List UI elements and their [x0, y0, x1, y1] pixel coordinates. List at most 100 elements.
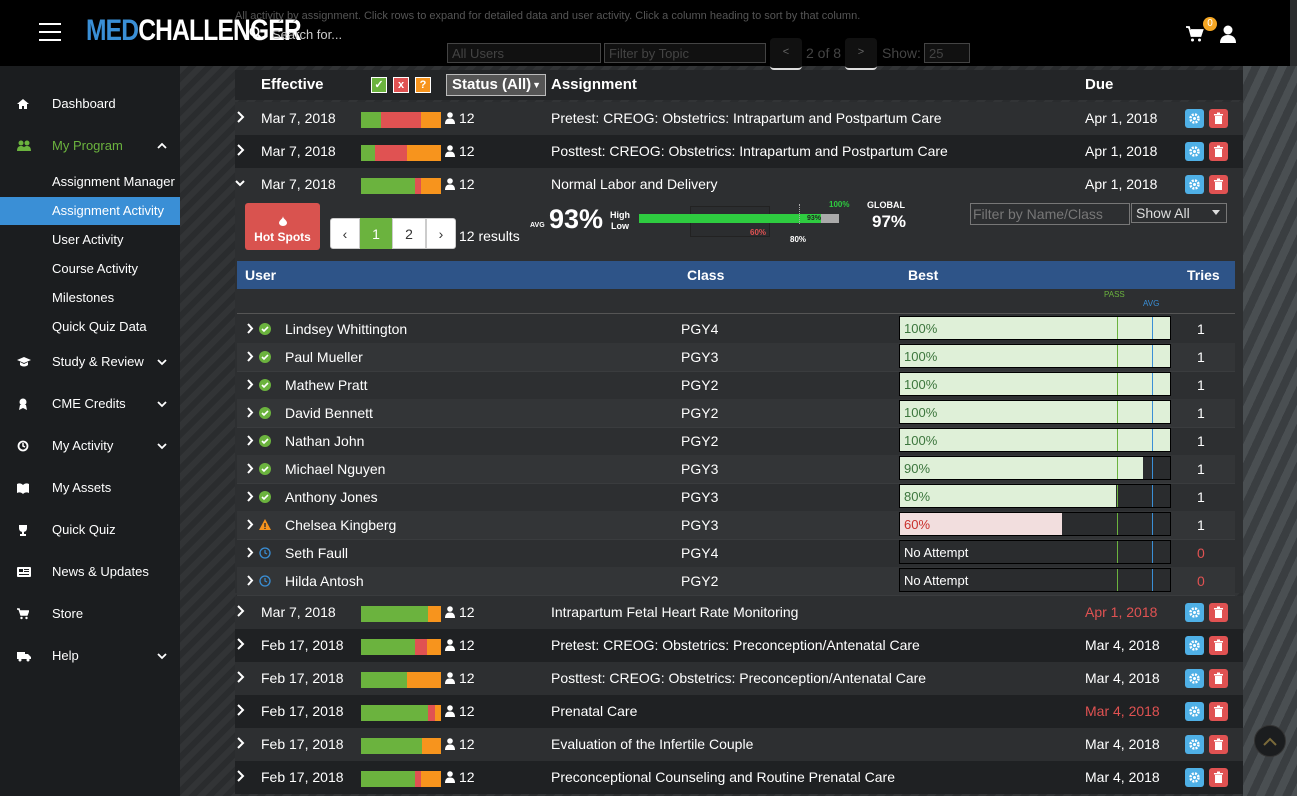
sidebar-subitem-assignment-manager[interactable]: Assignment Manager [52, 174, 175, 189]
user-name[interactable]: Seth Faull [285, 545, 349, 561]
col-due[interactable]: Due [1085, 76, 1114, 93]
chevron-right-icon[interactable] [246, 575, 254, 586]
chevron-right-icon[interactable] [235, 770, 245, 782]
sidebar-item-news-updates[interactable]: News & Updates [0, 558, 180, 586]
settings-button[interactable] [1185, 142, 1204, 161]
sidebar-item-dashboard[interactable]: Dashboard [0, 90, 180, 118]
chevron-right-icon[interactable] [246, 407, 254, 418]
delete-button[interactable] [1209, 636, 1228, 655]
sidebar-subitem-course-activity[interactable]: Course Activity [52, 261, 138, 276]
user-name[interactable]: Mathew Pratt [285, 377, 368, 393]
assignment-row[interactable]: Mar 7, 2018 12 Posttest: CREOG: Obstetrics… [235, 135, 1243, 168]
assignment-row[interactable]: Feb 17, 2018 12 Prenatal Care Mar 4, 2018 [235, 695, 1243, 728]
pager-page-1[interactable]: 1 [360, 218, 392, 249]
assignment-name[interactable]: Preconceptional Counseling and Routine P… [551, 769, 895, 785]
sidebar-item-my-assets[interactable]: My Assets [0, 474, 180, 502]
chevron-right-icon[interactable] [235, 737, 245, 749]
user-row[interactable]: Nathan John PGY2 100% 1 [237, 427, 1235, 456]
sidebar-item-my-program[interactable]: My Program [0, 132, 180, 160]
assignment-name[interactable]: Intrapartum Fetal Heart Rate Monitoring [551, 604, 799, 620]
status-filter-select[interactable]: Status (All) ▼ [446, 74, 546, 96]
assignment-row[interactable]: Mar 7, 2018 12 Normal Labor and Delivery Ap… [235, 168, 1243, 201]
delete-button[interactable] [1209, 669, 1228, 688]
filter-incomplete-button[interactable]: ? [415, 77, 431, 93]
settings-button[interactable] [1185, 702, 1204, 721]
sidebar-item-study-review[interactable]: Study & Review [0, 348, 180, 376]
assignment-row[interactable]: Feb 17, 2018 12 Preconceptional Counseling… [235, 761, 1243, 794]
next-page-button[interactable]: > [845, 38, 877, 70]
search-input[interactable] [270, 20, 474, 48]
chevron-right-icon[interactable] [235, 111, 245, 123]
user-name[interactable]: Michael Nguyen [285, 461, 386, 477]
assignment-row[interactable]: Feb 17, 2018 12 Pretest: CREOG: Obstetrics… [235, 629, 1243, 662]
user-row[interactable]: Anthony Jones PGY3 80% 1 [237, 483, 1235, 512]
chevron-right-icon[interactable] [246, 491, 254, 502]
settings-button[interactable] [1185, 636, 1204, 655]
chevron-right-icon[interactable] [246, 463, 254, 474]
user-row[interactable]: David Bennett PGY2 100% 1 [237, 399, 1235, 428]
chevron-right-icon[interactable] [235, 704, 245, 716]
prev-page-button[interactable]: < [770, 38, 802, 70]
chevron-right-icon[interactable] [246, 435, 254, 446]
user-row[interactable]: Lindsey Whittington PGY4 100% 1 [237, 315, 1235, 344]
filter-name-class-input[interactable] [970, 203, 1130, 225]
chevron-right-icon[interactable] [246, 547, 254, 558]
settings-button[interactable] [1185, 735, 1204, 754]
pager-next-button[interactable]: › [426, 218, 456, 249]
delete-button[interactable] [1209, 109, 1228, 128]
delete-button[interactable] [1209, 142, 1228, 161]
sidebar-subitem-assignment-activity[interactable]: Assignment Activity [0, 197, 180, 225]
chevron-right-icon[interactable] [235, 605, 245, 617]
assignment-name[interactable]: Pretest: CREOG: Obstetrics: Intrapartum … [551, 110, 942, 126]
menu-icon[interactable] [39, 23, 61, 41]
delete-button[interactable] [1209, 768, 1228, 787]
assignment-row[interactable]: Mar 7, 2018 12 Intrapartum Fetal Heart Rat… [235, 596, 1243, 629]
sidebar-item-quick-quiz[interactable]: Quick Quiz [0, 516, 180, 544]
settings-button[interactable] [1185, 175, 1204, 194]
chevron-right-icon[interactable] [235, 144, 245, 156]
delete-button[interactable] [1209, 603, 1228, 622]
chevron-right-icon[interactable] [246, 351, 254, 362]
filter-pass-button[interactable]: ✓ [371, 77, 387, 93]
user-row[interactable]: Mathew Pratt PGY2 100% 1 [237, 371, 1235, 400]
col-class[interactable]: Class [687, 267, 725, 283]
user-icon[interactable] [1219, 25, 1237, 43]
col-user[interactable]: User [245, 267, 277, 283]
assignment-name[interactable]: Posttest: CREOG: Obstetrics: Intrapartum… [551, 143, 948, 159]
sidebar-item-cme-credits[interactable]: CME Credits [0, 390, 180, 418]
sidebar-item-help[interactable]: Help [0, 642, 180, 670]
filter-fail-button[interactable]: x [393, 77, 409, 93]
topic-filter-input[interactable]: Filter by Topic [604, 43, 766, 63]
chevron-down-icon[interactable] [235, 177, 245, 189]
user-row[interactable]: Seth Faull PGY4 No Attempt 0 [237, 539, 1235, 568]
assignment-name[interactable]: Pretest: CREOG: Obstetrics: Preconceptio… [551, 637, 920, 653]
user-row[interactable]: Paul Mueller PGY3 100% 1 [237, 343, 1235, 372]
assignment-name[interactable]: Evaluation of the Infertile Couple [551, 736, 754, 752]
chevron-right-icon[interactable] [246, 323, 254, 334]
user-name[interactable]: Lindsey Whittington [285, 321, 408, 337]
col-tries[interactable]: Tries [1187, 267, 1220, 283]
settings-button[interactable] [1185, 768, 1204, 787]
sidebar-subitem-quick-quiz-data[interactable]: Quick Quiz Data [52, 319, 147, 334]
user-name[interactable]: Chelsea Kingberg [285, 517, 397, 533]
sidebar-subitem-user-activity[interactable]: User Activity [52, 232, 124, 247]
chevron-right-icon[interactable] [235, 638, 245, 650]
user-name[interactable]: Hilda Antosh [285, 573, 364, 589]
user-name[interactable]: Anthony Jones [285, 489, 378, 505]
sidebar-subitem-milestones[interactable]: Milestones [52, 290, 115, 305]
cart-icon[interactable] [1186, 26, 1204, 42]
pager-prev-button[interactable]: ‹ [330, 218, 360, 249]
hot-spots-button[interactable]: Hot Spots [245, 203, 320, 250]
chevron-right-icon[interactable] [235, 671, 245, 683]
scroll-to-top-button[interactable] [1254, 725, 1286, 757]
user-row[interactable]: Michael Nguyen PGY3 90% 1 [237, 455, 1235, 484]
user-name[interactable]: David Bennett [285, 405, 373, 421]
assignment-row[interactable]: Mar 7, 2018 12 Pretest: CREOG: Obstetrics:… [235, 102, 1243, 135]
delete-button[interactable] [1209, 702, 1228, 721]
assignment-name[interactable]: Normal Labor and Delivery [551, 176, 718, 192]
sidebar-item-store[interactable]: Store [0, 600, 180, 628]
assignment-name[interactable]: Prenatal Care [551, 703, 638, 719]
show-count-select[interactable]: 25 [924, 43, 970, 63]
settings-button[interactable] [1185, 109, 1204, 128]
user-filter-select[interactable]: All Users [447, 43, 601, 63]
